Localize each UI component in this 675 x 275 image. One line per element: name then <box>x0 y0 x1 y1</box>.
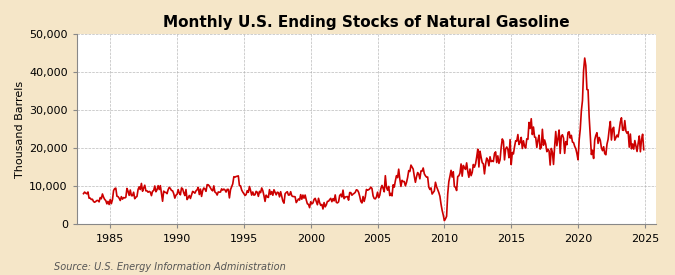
Text: Source: U.S. Energy Information Administration: Source: U.S. Energy Information Administ… <box>54 262 286 272</box>
Y-axis label: Thousand Barrels: Thousand Barrels <box>15 81 25 178</box>
Title: Monthly U.S. Ending Stocks of Natural Gasoline: Monthly U.S. Ending Stocks of Natural Ga… <box>163 15 570 30</box>
